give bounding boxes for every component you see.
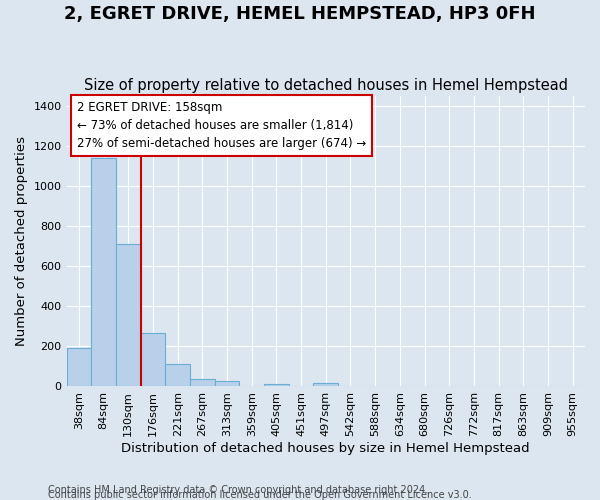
Bar [140,334,165,386]
Title: Size of property relative to detached houses in Hemel Hempstead: Size of property relative to detached ho… [84,78,568,93]
X-axis label: Distribution of detached houses by size in Hemel Hempstead: Distribution of detached houses by size … [121,442,530,455]
Bar [91,158,116,386]
Text: 2, EGRET DRIVE, HEMEL HEMPSTEAD, HP3 0FH: 2, EGRET DRIVE, HEMEL HEMPSTEAD, HP3 0FH [64,5,536,23]
Bar [264,384,289,386]
Text: 2 EGRET DRIVE: 158sqm
← 73% of detached houses are smaller (1,814)
27% of semi-d: 2 EGRET DRIVE: 158sqm ← 73% of detached … [77,102,366,150]
Text: Contains public sector information licensed under the Open Government Licence v3: Contains public sector information licen… [48,490,472,500]
Y-axis label: Number of detached properties: Number of detached properties [15,136,28,346]
Bar [116,244,140,386]
Bar [165,364,190,386]
Bar [313,383,338,386]
Bar [215,381,239,386]
Bar [190,380,215,386]
Text: Contains HM Land Registry data © Crown copyright and database right 2024.: Contains HM Land Registry data © Crown c… [48,485,428,495]
Bar [67,348,91,387]
